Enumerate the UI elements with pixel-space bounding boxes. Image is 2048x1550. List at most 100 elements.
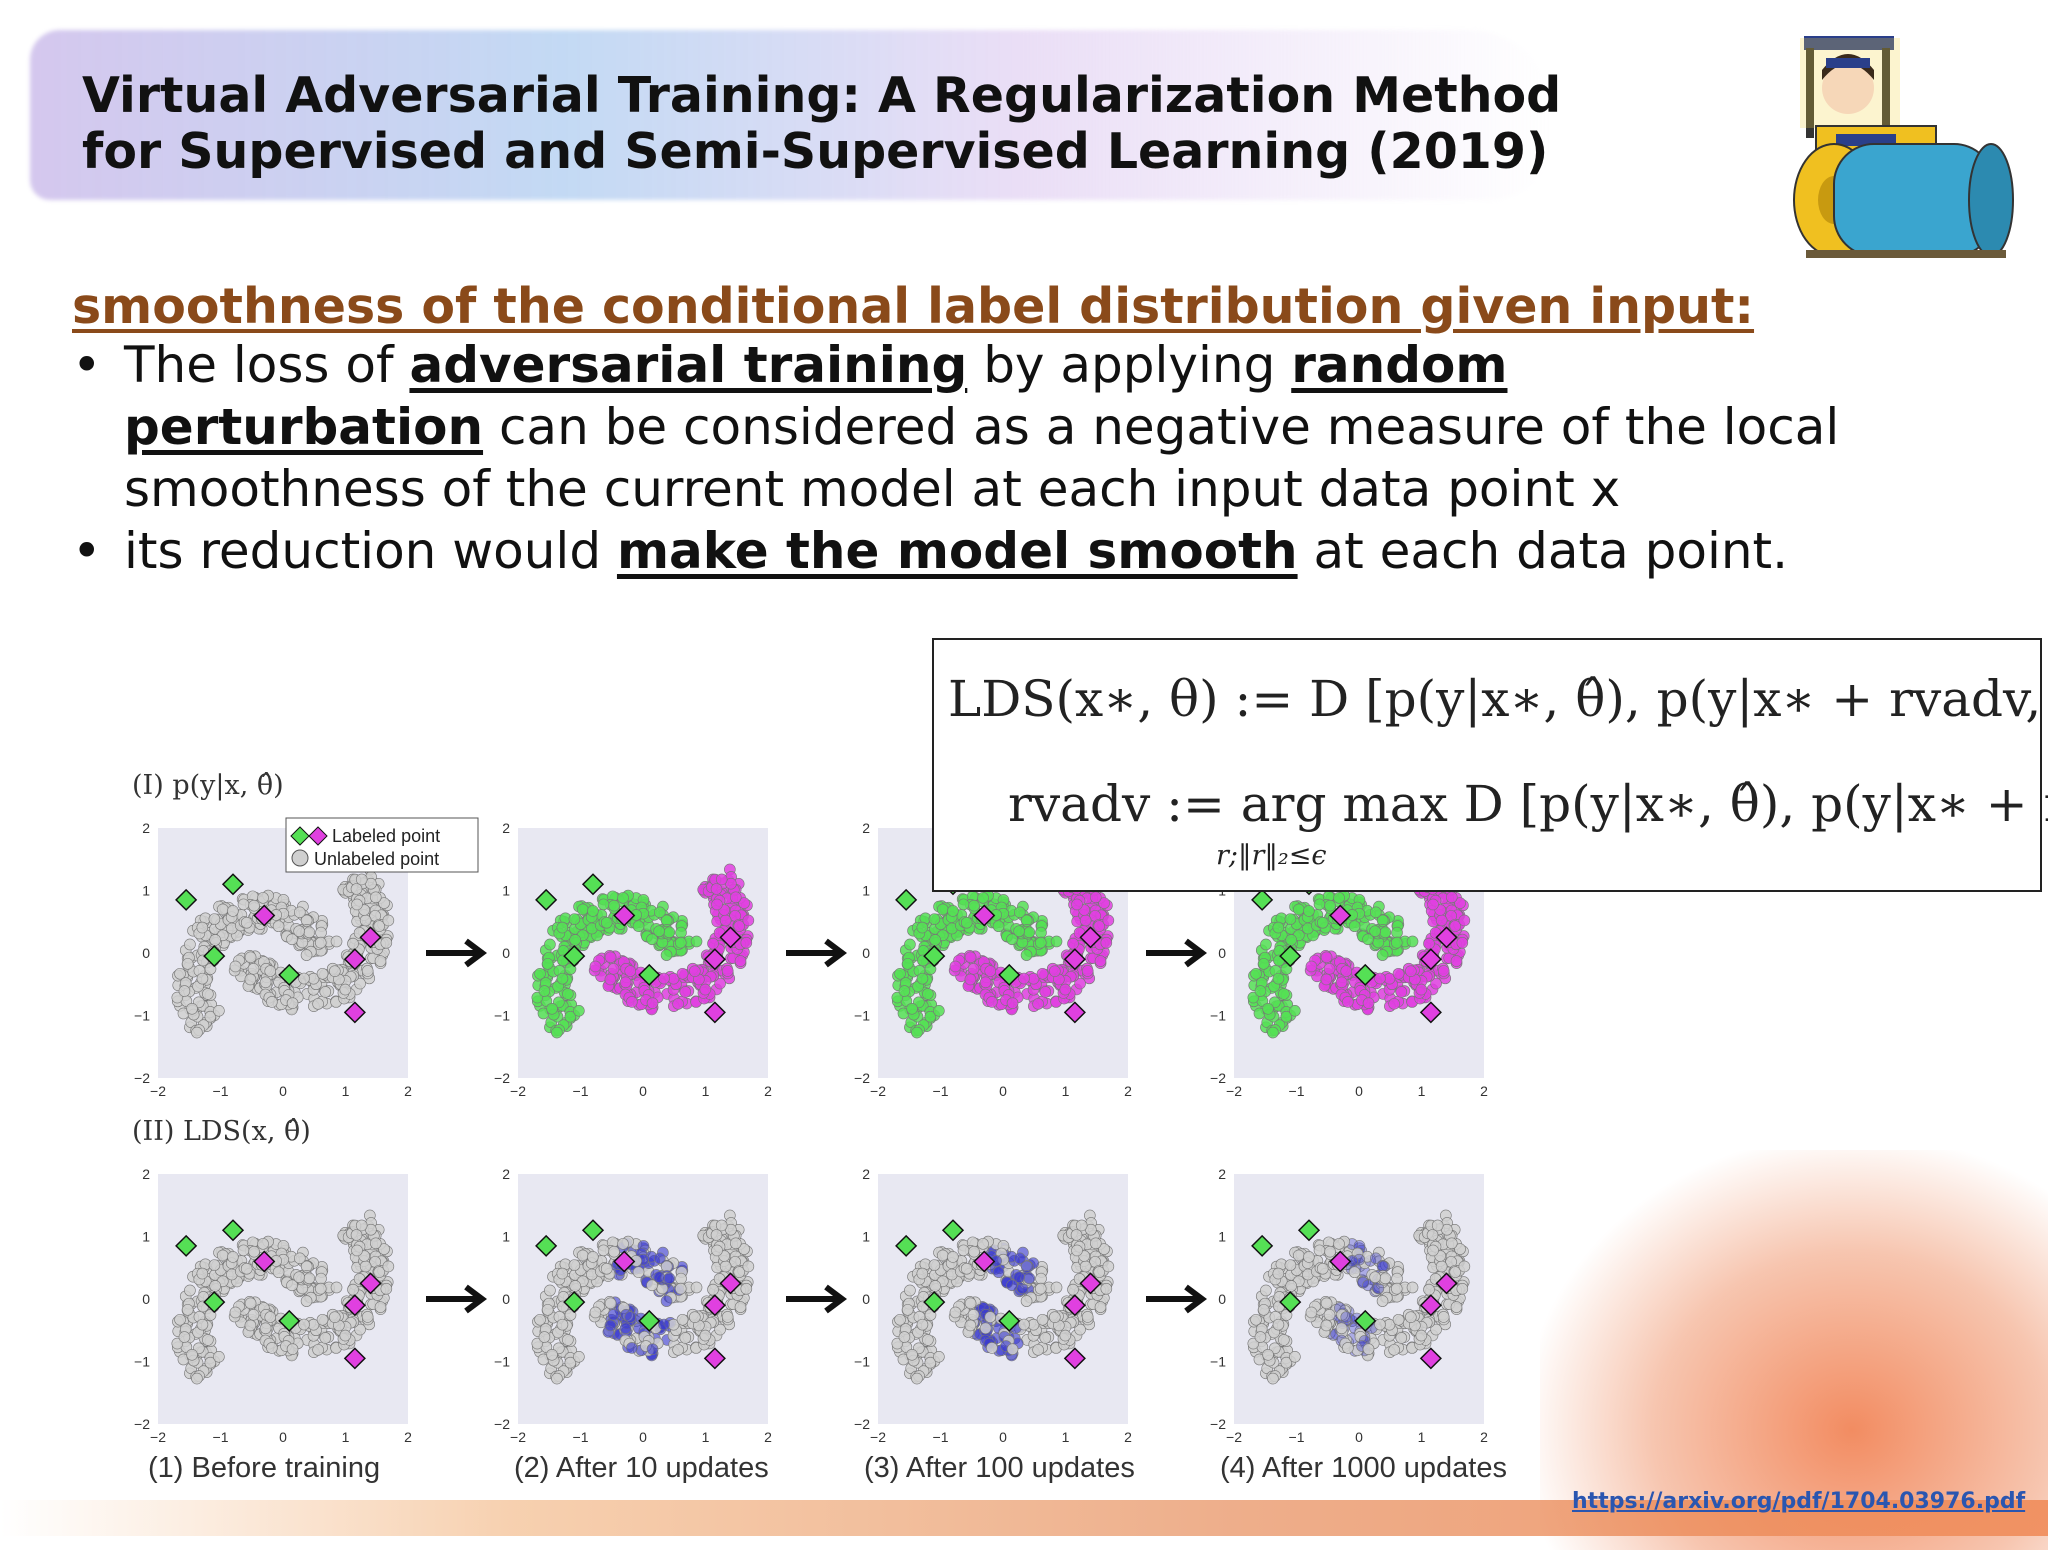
data-point: [178, 985, 191, 997]
data-point: [244, 1297, 257, 1310]
data-point: [710, 883, 723, 895]
data-point: [329, 1311, 341, 1323]
data-point: [248, 899, 260, 912]
data-point: [984, 1311, 997, 1323]
x-tick-label: 2: [764, 1429, 772, 1445]
data-point: [608, 1245, 620, 1258]
data-point: [1081, 965, 1094, 977]
data-point: [674, 1282, 687, 1295]
data-point: [617, 892, 629, 904]
data-point: [244, 1319, 257, 1332]
x-tick-label: 0: [1355, 1429, 1363, 1445]
bullet-1-text-1: The loss of: [124, 336, 410, 394]
data-point: [707, 937, 719, 950]
y-tick-label: 2: [142, 820, 150, 836]
data-point: [707, 1283, 719, 1296]
data-point: [186, 1349, 198, 1361]
data-point: [209, 934, 221, 946]
data-point: [1405, 965, 1417, 977]
step-arrow-icon: [1146, 1284, 1207, 1314]
data-point: [1254, 985, 1267, 997]
data-point: [1305, 1306, 1318, 1319]
y-tick-label: −2: [854, 1070, 870, 1086]
step-arrow-icon: [426, 938, 487, 968]
data-point: [589, 960, 602, 973]
data-point: [264, 1311, 277, 1323]
data-point: [1324, 899, 1336, 912]
y-tick-label: −2: [134, 1416, 150, 1432]
data-point: [1437, 965, 1450, 977]
data-point: [1035, 1272, 1047, 1285]
data-point: [573, 1005, 585, 1017]
y-tick-label: 0: [862, 1291, 870, 1307]
data-point: [174, 967, 186, 980]
data-point: [374, 1301, 387, 1313]
data-point: [244, 973, 257, 986]
x-tick-label: −1: [213, 1429, 229, 1445]
data-point: [1018, 1318, 1030, 1331]
data-point: [1323, 962, 1336, 975]
data-point: [619, 976, 632, 989]
data-point: [1379, 1272, 1392, 1285]
x-tick-label: 0: [639, 1083, 647, 1099]
data-point: [1262, 1003, 1274, 1015]
data-point: [562, 1334, 574, 1346]
y-tick-label: −2: [134, 1070, 150, 1086]
data-point: [1036, 1313, 1049, 1326]
data-point: [933, 1005, 945, 1017]
x-tick-label: −2: [1226, 1083, 1242, 1099]
data-point: [541, 1304, 554, 1316]
data-point: [300, 949, 313, 961]
y-tick-label: 2: [502, 820, 510, 836]
data-point: [216, 1249, 229, 1262]
data-point: [229, 960, 242, 973]
data-point: [947, 1251, 959, 1263]
y-tick-label: −1: [134, 1354, 150, 1370]
y-tick-label: −1: [1210, 1008, 1226, 1024]
data-point: [1039, 986, 1052, 998]
data-point: [675, 926, 687, 939]
data-point: [538, 1331, 551, 1343]
data-point: [1379, 926, 1392, 939]
x-tick-label: 1: [1062, 1083, 1070, 1099]
data-point: [721, 965, 734, 977]
data-point: [303, 926, 316, 939]
data-point: [600, 1262, 613, 1275]
data-point: [257, 892, 269, 904]
data-point: [721, 1311, 734, 1323]
data-point: [742, 914, 755, 927]
data-point: [1369, 906, 1382, 919]
data-point: [546, 1349, 558, 1361]
data-point: [1071, 898, 1083, 911]
data-point: [658, 1318, 670, 1331]
data-point: [916, 1267, 929, 1280]
data-point: [314, 936, 327, 949]
data-point: [617, 1238, 629, 1250]
data-point: [653, 906, 666, 919]
data-point: [257, 1238, 269, 1250]
x-tick-label: −1: [573, 1429, 589, 1445]
data-point: [1426, 1229, 1439, 1241]
data-point: [1313, 898, 1326, 911]
x-tick-label: −2: [150, 1429, 166, 1445]
data-point: [1089, 1237, 1102, 1250]
paper-link[interactable]: https://arxiv.org/pdf/1704.03976.pdf: [1572, 1489, 2026, 1514]
data-point: [556, 972, 569, 985]
x-tick-label: 0: [999, 1083, 1007, 1099]
data-point: [901, 958, 914, 970]
data-point: [1079, 914, 1092, 927]
data-point: [359, 1260, 372, 1273]
data-point: [191, 1372, 203, 1385]
data-point: [679, 1332, 692, 1344]
data-point: [568, 1259, 581, 1271]
data-point: [382, 914, 395, 927]
x-tick-label: −1: [213, 1083, 229, 1099]
data-point: [646, 997, 659, 1009]
data-point: [977, 1238, 989, 1250]
labeled-point-marker: [343, 1001, 366, 1024]
data-point: [600, 916, 613, 929]
bullet-1-text-3: can be considered as a negative measure …: [124, 398, 1840, 518]
x-tick-label: 1: [702, 1083, 710, 1099]
x-tick-label: 1: [342, 1429, 350, 1445]
y-tick-label: 0: [1218, 945, 1226, 961]
